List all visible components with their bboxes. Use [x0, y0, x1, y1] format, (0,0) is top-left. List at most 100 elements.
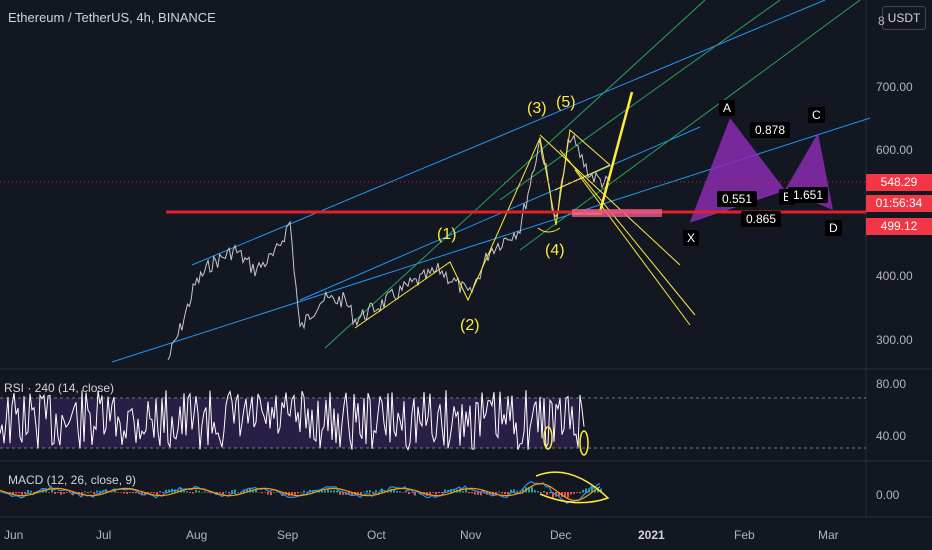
price-label-top: 8: [878, 14, 885, 28]
projection-line-1[interactable]: [539, 134, 681, 266]
macd-histogram-bar: [147, 492, 149, 493]
macd-histogram-bar: [573, 492, 575, 494]
macd-histogram-bar: [318, 491, 320, 493]
macd-histogram-bar: [336, 490, 338, 493]
macd-histogram-bar: [63, 492, 65, 494]
time-label-nov: Nov: [460, 528, 482, 542]
macd-histogram-bar: [234, 489, 236, 493]
macd-histogram-bar: [444, 489, 446, 493]
wave-polyline[interactable]: [354, 129, 611, 329]
macd-histogram-bar: [78, 492, 80, 494]
macd-histogram-bar: [570, 492, 572, 495]
macd-histogram-bar: [243, 489, 245, 493]
macd-histogram-bar: [282, 492, 284, 496]
support-zone[interactable]: [572, 209, 662, 217]
rsi-circle-1[interactable]: [543, 426, 553, 450]
macd-histogram-bar: [33, 492, 35, 494]
macd-histogram-bar: [429, 492, 431, 496]
time-label-2021: 2021: [638, 528, 665, 542]
macd-histogram-bar: [510, 489, 512, 493]
wave4-arc[interactable]: [537, 227, 561, 233]
projection-line-3[interactable]: [574, 169, 691, 326]
macd-histogram-bar: [414, 492, 416, 496]
ratio-label-2: 0.551: [717, 191, 758, 207]
level-badge: 499.12: [866, 218, 932, 235]
macd-annotation[interactable]: [535, 471, 610, 504]
macd-histogram-bar: [309, 489, 311, 493]
macd-histogram-bar: [567, 492, 569, 498]
macd-histogram-bar: [270, 492, 272, 496]
macd-histogram-bar: [18, 492, 20, 494]
macd-histogram-bar: [438, 492, 440, 494]
price-label-300: 300.00: [876, 333, 913, 347]
macd-histogram-bar: [300, 491, 302, 493]
projection-line-2[interactable]: [559, 149, 696, 316]
macd-histogram-bar: [129, 492, 131, 493]
macd-histogram-bar: [231, 490, 233, 493]
macd-histogram-bar: [225, 491, 227, 493]
wedge-line[interactable]: [554, 164, 611, 191]
time-label-jun: Jun: [4, 528, 24, 542]
harmonic-xab[interactable]: [690, 118, 785, 222]
macd-histogram-bar: [327, 489, 329, 493]
macd-histogram-bar: [237, 492, 239, 493]
elliott-wave-lines[interactable]: [354, 91, 696, 329]
macd-label[interactable]: MACD (12, 26, close, 9): [8, 473, 137, 487]
macd-histogram-bar: [540, 492, 542, 494]
rsi-axis-80: 80.00: [876, 377, 907, 391]
macd-histogram-bar: [471, 492, 473, 494]
macd-histogram-bar: [483, 492, 485, 494]
rsi-series[interactable]: [0, 390, 585, 452]
macd-histogram-bar: [261, 492, 263, 494]
macd-histogram-bar: [21, 492, 23, 495]
price-series[interactable]: [167, 134, 609, 361]
macd-histogram-bar: [252, 490, 254, 493]
channel-line-blue-upper[interactable]: [191, 0, 826, 266]
macd-histogram-bar: [333, 490, 335, 493]
macd-histogram-bar: [399, 491, 401, 493]
macd-histogram-bar: [546, 492, 548, 495]
rsi-label[interactable]: RSI · 240 (14, close): [4, 381, 115, 395]
macd-histogram-bar: [180, 488, 182, 493]
macd-histogram-bar: [582, 489, 584, 493]
macd-histogram-bar: [30, 490, 32, 493]
wave-label-5: (5): [556, 94, 576, 111]
macd-histogram-bar: [9, 492, 11, 494]
macd-histogram-bar: [198, 490, 200, 493]
macd-histogram-bar: [369, 490, 371, 493]
macd-histogram-bar: [258, 491, 260, 493]
macd-histogram-bar: [453, 489, 455, 493]
macd-histogram-bar: [393, 489, 395, 493]
macd-histogram-bar: [60, 492, 62, 495]
bullish-arrow-line[interactable]: [598, 91, 634, 213]
macd-histogram-bar: [186, 491, 188, 493]
currency-button[interactable]: USDT: [882, 6, 926, 30]
macd-histogram-bar: [420, 492, 422, 495]
macd-histogram-bar: [402, 492, 404, 493]
macd-histogram-bar: [597, 488, 599, 493]
macd-histogram-bar: [387, 492, 389, 493]
macd-histogram-bar: [501, 492, 503, 494]
rsi-annotations[interactable]: [543, 426, 589, 456]
time-label-sep: Sep: [277, 528, 299, 542]
macd-histogram-bar: [480, 492, 482, 496]
macd-histogram-bar: [297, 492, 299, 494]
macd-histogram-bar: [408, 492, 410, 495]
macd-histogram-bar: [441, 492, 443, 493]
macd-histogram-bar: [396, 490, 398, 493]
channel-line-green-3[interactable]: [519, 0, 861, 251]
rsi-circle-2[interactable]: [579, 430, 589, 456]
macd-histogram-bar: [432, 492, 434, 493]
current-price-badge: 548.29: [866, 174, 932, 191]
macd-histogram-bar: [507, 492, 509, 495]
channel-line-green-1[interactable]: [324, 0, 706, 349]
macd-histogram-bar: [87, 492, 89, 494]
macd-histogram-bar: [189, 492, 191, 493]
rsi-axis-40: 40.00: [876, 429, 907, 443]
macd-signal-line[interactable]: [0, 482, 601, 502]
macd-histogram-bar: [216, 492, 218, 494]
macd-histogram-bar: [246, 489, 248, 493]
macd-histogram-bar: [114, 490, 116, 493]
